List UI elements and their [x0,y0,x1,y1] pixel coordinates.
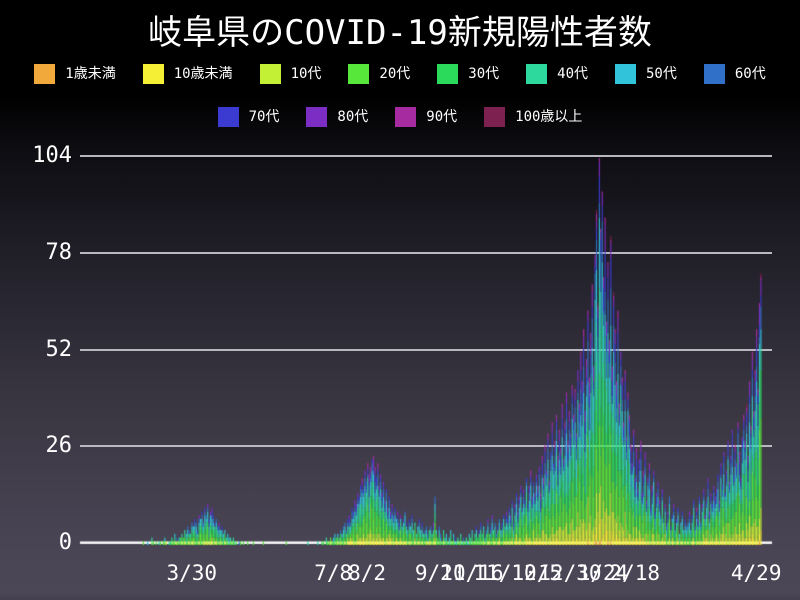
x-axis-tick-label: 2/18 [609,561,661,585]
x-axis-tick-label: 12/30 [538,561,602,585]
x-axis-tick-label: 3/30 [166,561,218,585]
x-axis-tick-label: 12/5 [511,561,563,585]
x-axis-tick-label: 10/16 [440,561,504,585]
x-axis-tick-label: 4/29 [730,561,782,585]
x-axis-tick-label: 11/10 [473,561,537,585]
x-axis-tick-label: 9/21 [414,561,466,585]
x-axis-tick-label: 8/2 [348,561,386,585]
x-axis-tick-label: 1/24 [577,561,629,585]
x-axis-tick-label: 7/8 [314,561,353,585]
